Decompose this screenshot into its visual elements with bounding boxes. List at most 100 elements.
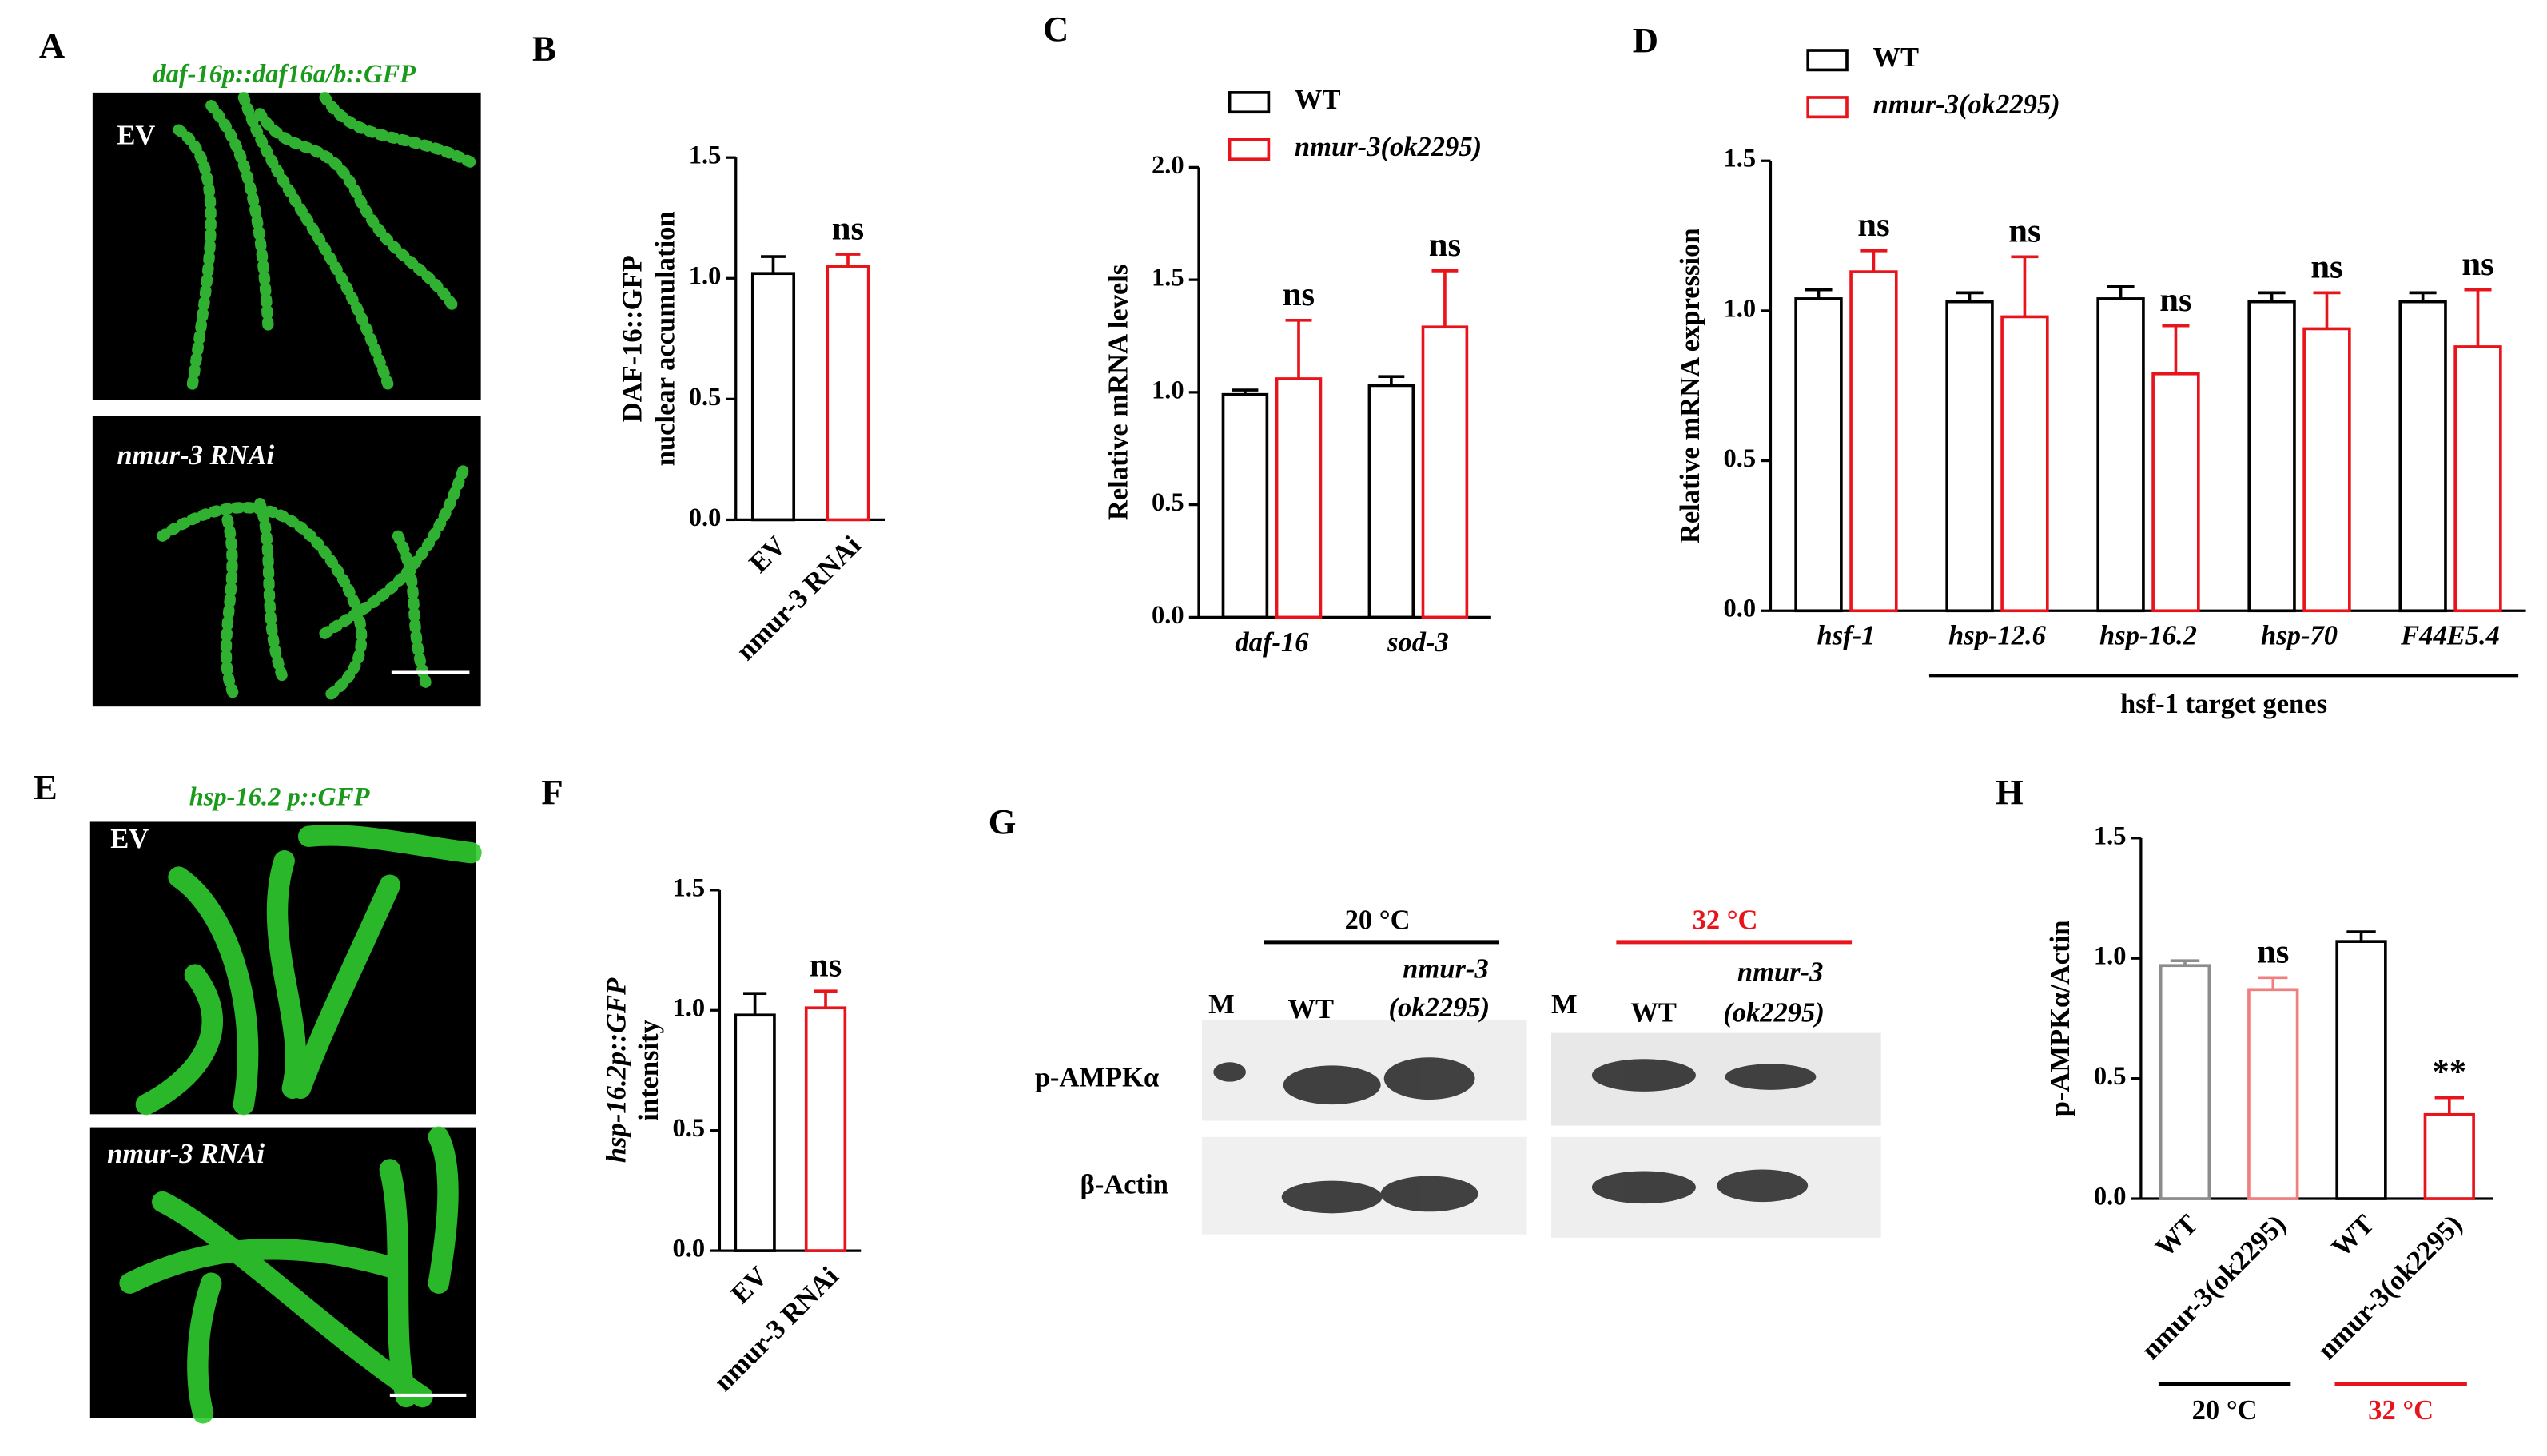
y-tick-label: 0.0 (1152, 601, 1184, 630)
y-axis-label: hsp-16.2p::GFP (601, 977, 631, 1163)
x-tick-label: EV (725, 1261, 774, 1310)
x-tick-label: hsp-12.6 (1948, 621, 2047, 651)
bar (1367, 384, 1415, 619)
x-tick-label: hsp-16.2 (2099, 621, 2197, 651)
significance-label: ns (810, 947, 842, 985)
group-label: 20 °C (2192, 1395, 2258, 1426)
y-tick-label: 1.0 (1724, 294, 1757, 323)
panel-letter: H (1996, 772, 2024, 812)
y-tick-label: 1.0 (672, 994, 705, 1023)
legend-swatch (1806, 49, 1849, 72)
x-tick-label: F44E5.4 (2400, 621, 2500, 651)
image-title: hsp-16.2 p::GFP (189, 782, 371, 811)
significance-label: ns (2159, 281, 2191, 319)
bar (1794, 297, 1843, 613)
x-tick-label: daf-16 (1235, 627, 1309, 658)
y-tick-label: 0.0 (672, 1235, 705, 1263)
lane-label: (ok2295) (1388, 993, 1490, 1023)
x-tick-label: WT (2150, 1209, 2204, 1263)
bar (2335, 940, 2387, 1200)
legend-swatch (1806, 96, 1849, 119)
y-tick-label: 0.5 (689, 383, 722, 412)
panel-letter: C (1043, 9, 1069, 49)
bar (1275, 377, 1323, 619)
bar (1421, 325, 1469, 619)
legend-swatch (1228, 137, 1271, 161)
significance-label: ns (2008, 213, 2040, 250)
legend-label: nmur-3(ok2295) (1873, 90, 2060, 120)
y-tick-label: 1.0 (689, 262, 722, 291)
lane-label: nmur-3 (1737, 957, 1824, 987)
y-tick-label: 1.5 (689, 141, 722, 170)
blot-row-label: β-Actin (1080, 1170, 1168, 1200)
y-tick-label: 0.5 (1724, 444, 1757, 473)
bar (1945, 300, 1994, 613)
y-tick-label: 1.5 (672, 873, 705, 902)
image-label: nmur-3 RNAi (117, 440, 274, 471)
y-axis-label: Relative mRNA expression (1675, 228, 1705, 543)
bar (2151, 372, 2200, 613)
panel-letter: G (989, 802, 1017, 841)
group-label: 32 °C (1693, 905, 1758, 935)
bar (734, 1013, 776, 1252)
bar (2398, 300, 2447, 613)
image-label: nmur-3 RNAi (107, 1139, 265, 1169)
lane-label: nmur-3 (1403, 953, 1489, 984)
y-tick-label: 0.5 (2094, 1062, 2127, 1091)
bar (2302, 327, 2351, 613)
legend-swatch (1228, 91, 1271, 114)
bar (1221, 392, 1269, 619)
x-tick-label: nmur-3 RNAi (708, 1261, 845, 1398)
group-label: 32 °C (2368, 1395, 2434, 1426)
bar (826, 265, 870, 522)
bar (2159, 964, 2211, 1200)
y-axis-label: DAF-16::GFP (618, 255, 648, 422)
panel-letter: F (541, 772, 563, 812)
y-tick-label: 0.0 (2094, 1182, 2127, 1211)
panel-letter: D (1633, 20, 1658, 60)
blot-row-label: p-AMPKα (1035, 1063, 1160, 1093)
panel-letter: B (532, 28, 556, 68)
significance-label: ns (1283, 276, 1315, 313)
image-label: EV (117, 121, 155, 151)
significance-label: ns (2461, 245, 2493, 283)
y-axis-label: Relative mRNA levels (1103, 265, 1133, 520)
bar (2247, 300, 2296, 613)
bar (1849, 270, 1898, 613)
y-tick-label: 0.0 (1724, 595, 1757, 623)
micrograph (89, 821, 482, 1116)
lane-label: WT (1630, 997, 1677, 1028)
significance-label: ns (1857, 206, 1889, 244)
significance-label: ** (2432, 1053, 2466, 1091)
bar (750, 272, 796, 522)
blot (1202, 1020, 1881, 1238)
significance-label: ns (1429, 226, 1461, 264)
y-tick-label: 2.0 (1152, 151, 1184, 180)
y-tick-label: 1.5 (2094, 821, 2127, 850)
bar (2453, 345, 2502, 613)
y-tick-label: 1.5 (1724, 145, 1757, 173)
x-tick-label: sod-3 (1387, 627, 1449, 658)
x-tick-label: WT (2326, 1209, 2380, 1263)
y-tick-label: 1.0 (2094, 942, 2127, 971)
legend-label: WT (1873, 42, 1920, 73)
x-tick-label: hsf-1 (1817, 621, 1875, 651)
significance-label: ns (2257, 933, 2289, 971)
y-tick-label: 0.0 (689, 503, 722, 532)
y-tick-label: 1.5 (1152, 264, 1184, 292)
micrograph (89, 1126, 476, 1424)
panel-letter: A (39, 25, 65, 65)
micrograph (92, 416, 481, 707)
image-title: daf-16p::daf16a/b::GFP (153, 60, 416, 89)
panel-letter: E (34, 767, 58, 807)
y-axis-label: nuclear accumulation (650, 211, 680, 466)
bar (804, 1006, 847, 1252)
group-label: hsf-1 target genes (2120, 689, 2327, 719)
y-tick-label: 0.5 (672, 1114, 705, 1143)
bar (2247, 988, 2299, 1200)
micrograph (92, 91, 481, 400)
y-tick-label: 0.5 (1152, 488, 1184, 517)
bar (2096, 297, 2145, 613)
lane-label: WT (1287, 994, 1334, 1024)
